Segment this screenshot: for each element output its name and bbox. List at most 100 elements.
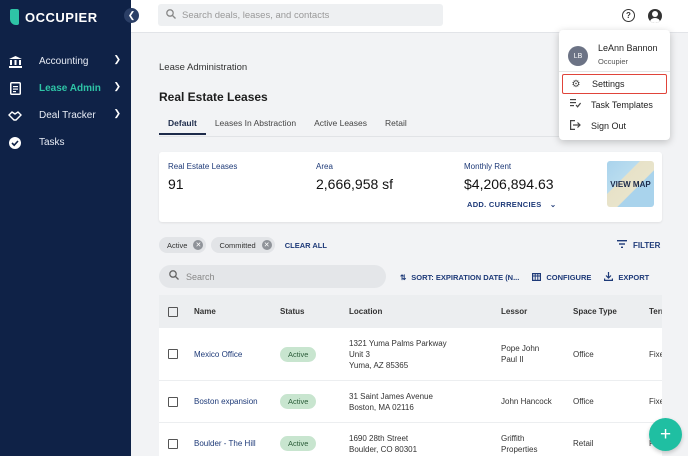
- sidebar-item-tasks[interactable]: Tasks: [0, 129, 131, 156]
- location-line: Yuma, AZ 85365: [349, 360, 409, 370]
- tabs-divider: [159, 136, 659, 137]
- user-menu: LB LeAnn Bannon Occupier ⚙ Settings Task…: [559, 30, 670, 140]
- clear-all-button[interactable]: CLEAR ALL: [284, 240, 327, 250]
- location-line: Boston, MA 02116: [349, 402, 414, 412]
- table-search-input[interactable]: Search: [159, 265, 386, 288]
- sidebar-item-label: Accounting: [39, 56, 89, 67]
- sidebar: OCCUPIER Accounting ❯ Lease Admin ❯ Deal…: [0, 0, 131, 456]
- column-header-status[interactable]: Status: [280, 307, 305, 316]
- filter-button[interactable]: FILTER: [617, 240, 660, 250]
- location-cell: 31 Saint James Avenue Boston, MA 02116: [349, 391, 433, 413]
- add-button[interactable]: +: [649, 418, 682, 451]
- filter-label: FILTER: [633, 240, 661, 250]
- row-checkbox[interactable]: [168, 438, 178, 449]
- select-all-checkbox[interactable]: [168, 306, 178, 317]
- table-row[interactable]: Mexico Office Active 1321 Yuma Palms Par…: [159, 328, 662, 381]
- sidebar-item-label: Tasks: [39, 137, 65, 148]
- avatar: LB: [568, 46, 588, 66]
- chevron-down-icon[interactable]: ❯: [113, 81, 121, 91]
- metric-value: 2,666,958 sf: [316, 176, 394, 192]
- term-cell: Fixe: [649, 349, 662, 359]
- collapse-sidebar-button[interactable]: ❮: [124, 8, 139, 23]
- plus-icon: +: [659, 423, 672, 445]
- export-label: EXPORT: [618, 273, 650, 282]
- view-map-label: VIEW MAP: [610, 179, 651, 189]
- menu-item-sign-out[interactable]: Sign Out: [562, 116, 667, 136]
- chevron-left-icon: ❮: [127, 10, 136, 20]
- breadcrumb: Lease Administration: [159, 62, 248, 73]
- status-badge: Active: [280, 346, 317, 362]
- lessor-cell: John Hancock: [501, 397, 552, 406]
- sidebar-item-accounting[interactable]: Accounting ❯: [0, 48, 131, 75]
- account-icon[interactable]: [648, 9, 662, 23]
- chip-active[interactable]: Active ✕: [159, 237, 207, 253]
- location-line: 31 Saint James Avenue: [349, 391, 433, 401]
- tab-leases-in-abstraction[interactable]: Leases In Abstraction: [214, 118, 297, 128]
- lease-name-link[interactable]: Boulder - The Hill: [194, 439, 256, 448]
- location-line: Boulder, CO 80301: [349, 444, 418, 454]
- checklist-icon: [569, 99, 581, 111]
- lessor-line: Properties: [501, 444, 538, 454]
- topbar: Search deals, leases, and contacts ?: [131, 0, 688, 33]
- lessor-cell: Griffith Properties: [501, 433, 537, 455]
- chevron-down-icon[interactable]: ❯: [113, 108, 121, 118]
- menu-item-label: Task Templates: [591, 100, 653, 110]
- menu-item-task-templates[interactable]: Task Templates: [562, 95, 667, 115]
- chip-committed[interactable]: Committed ✕: [211, 237, 275, 253]
- view-map-button[interactable]: VIEW MAP: [607, 161, 654, 207]
- chevron-down-icon: ⌄: [549, 200, 557, 209]
- check-circle-icon: [8, 136, 22, 150]
- sign-out-icon: [569, 119, 581, 133]
- term-cell: Fixe: [649, 397, 662, 406]
- metric-area: Area 2,666,958 sf: [316, 162, 393, 192]
- sort-label: SORT: EXPIRATION DATE (N...: [411, 273, 520, 282]
- lessor-line: Paul II: [501, 355, 524, 364]
- column-header-term[interactable]: Terr: [649, 307, 662, 316]
- metric-label: Monthly Rent: [464, 162, 512, 171]
- handshake-icon: [8, 109, 22, 123]
- metric-monthly-rent: Monthly Rent $4,206,894.63: [464, 162, 554, 192]
- table-header-row: Name Status Location Lessor Space Type T…: [159, 295, 662, 328]
- logo[interactable]: OCCUPIER: [10, 9, 98, 25]
- metric-value: 91: [168, 176, 184, 192]
- metric-label: Real Estate Leases: [168, 162, 238, 171]
- search-icon: [166, 8, 176, 22]
- chevron-down-icon[interactable]: ❯: [113, 54, 121, 64]
- column-header-location[interactable]: Location: [349, 307, 383, 316]
- close-icon[interactable]: ✕: [193, 240, 204, 250]
- lease-name-link[interactable]: Mexico Office: [194, 349, 243, 359]
- tab-default[interactable]: Default: [159, 118, 206, 135]
- filter-chips: Active ✕ Committed ✕ CLEAR ALL: [159, 237, 327, 253]
- table-row[interactable]: Boston expansion Active 31 Saint James A…: [159, 381, 662, 423]
- column-header-space-type[interactable]: Space Type: [573, 307, 617, 316]
- filter-icon: [617, 240, 627, 250]
- menu-item-settings[interactable]: ⚙ Settings: [562, 74, 667, 94]
- configure-button[interactable]: CONFIGURE: [532, 272, 591, 283]
- global-search-input[interactable]: Search deals, leases, and contacts: [158, 4, 443, 26]
- leases-table: Name Status Location Lessor Space Type T…: [159, 295, 662, 456]
- metric-label: Area: [316, 162, 333, 171]
- sort-button[interactable]: ⇅ SORT: EXPIRATION DATE (N...: [400, 272, 519, 283]
- user-profile: LB LeAnn Bannon Occupier: [568, 43, 658, 66]
- lease-name-link[interactable]: Boston expansion: [194, 397, 258, 406]
- table-toolbar: ⇅ SORT: EXPIRATION DATE (N... CONFIGURE …: [400, 272, 649, 283]
- space-type-cell: Office: [573, 397, 594, 406]
- menu-item-label: Settings: [592, 79, 625, 89]
- tab-retail[interactable]: Retail: [385, 118, 407, 128]
- export-button[interactable]: EXPORT: [604, 272, 649, 283]
- close-icon[interactable]: ✕: [261, 240, 272, 250]
- sidebar-item-lease-admin[interactable]: Lease Admin ❯: [0, 75, 131, 102]
- sidebar-item-deal-tracker[interactable]: Deal Tracker ❯: [0, 102, 131, 129]
- sidebar-item-label: Lease Admin: [39, 83, 101, 94]
- column-header-name[interactable]: Name: [194, 307, 216, 316]
- help-icon[interactable]: ?: [622, 9, 635, 22]
- column-header-lessor[interactable]: Lessor: [501, 307, 528, 316]
- tab-active-leases[interactable]: Active Leases: [314, 118, 368, 128]
- sort-icon: ⇅: [400, 273, 407, 282]
- row-checkbox[interactable]: [168, 396, 178, 407]
- table-row[interactable]: Boulder - The Hill Active 1690 28th Stre…: [159, 423, 662, 456]
- location-line: Unit 3: [349, 349, 370, 359]
- add-currencies-button[interactable]: ADD. CURRENCIES ⌄: [467, 200, 557, 209]
- row-checkbox[interactable]: [168, 349, 178, 359]
- table-search-placeholder: Search: [186, 271, 215, 282]
